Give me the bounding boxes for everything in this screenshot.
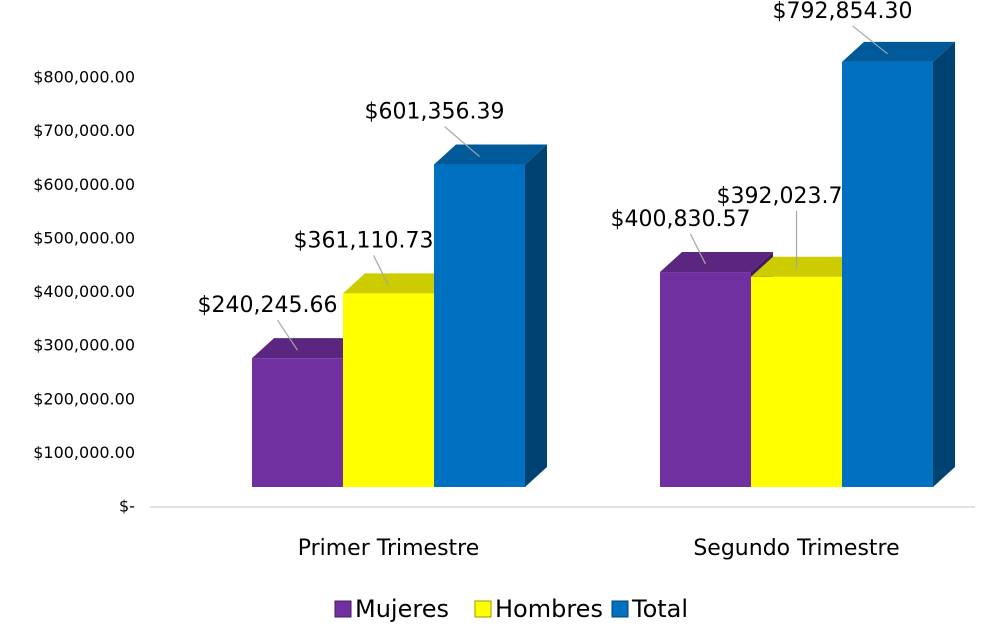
data-label: $392,023.73 [717,184,857,209]
leader-line [852,25,888,55]
legend-swatch [611,600,629,618]
bar-front [842,61,933,488]
data-label: $361,110.73 [294,228,434,253]
bar-top [343,273,456,294]
bar-front [252,358,343,487]
leader-line [372,255,390,286]
y-tick-label: $700,000.00 [33,121,135,140]
legend-label: Hombres [495,595,603,623]
bar-top [751,256,864,277]
bar-front [660,272,751,487]
x-tick-label: Segundo Trimestre [693,536,899,561]
bar-front [343,293,434,487]
y-tick-label: $400,000.00 [33,282,135,301]
bar-top [434,144,547,165]
bar-top [842,41,955,62]
data-label: $601,356.39 [365,100,505,125]
bar-top [252,338,365,359]
bar-front [751,276,842,487]
data-label: $792,854.30 [773,0,913,24]
leader-line [444,126,480,157]
y-tick-label: $800,000.00 [33,68,135,87]
legend-swatch [474,600,492,618]
y-tick-label: $500,000.00 [33,228,135,247]
bar-top [660,252,773,273]
leader-line [277,319,298,351]
x-tick-label: Primer Trimestre [298,536,480,561]
y-tick-label: $600,000.00 [33,175,135,194]
y-tick-label: $300,000.00 [33,336,135,355]
legend-label: Mujeres [355,595,449,623]
bar [434,144,547,487]
bar-side [933,41,955,488]
bar [842,41,955,488]
legend-label: Total [631,595,688,623]
bar-front [434,164,525,487]
leader-line [689,233,707,265]
bar-side [525,144,547,487]
data-label: $240,245.66 [198,293,338,318]
legend-swatch [334,600,352,618]
y-tick-label: $200,000.00 [33,389,135,408]
data-label: $400,830.57 [611,207,751,232]
y-tick-label: $- [119,497,135,516]
y-tick-label: $100,000.00 [33,443,135,462]
